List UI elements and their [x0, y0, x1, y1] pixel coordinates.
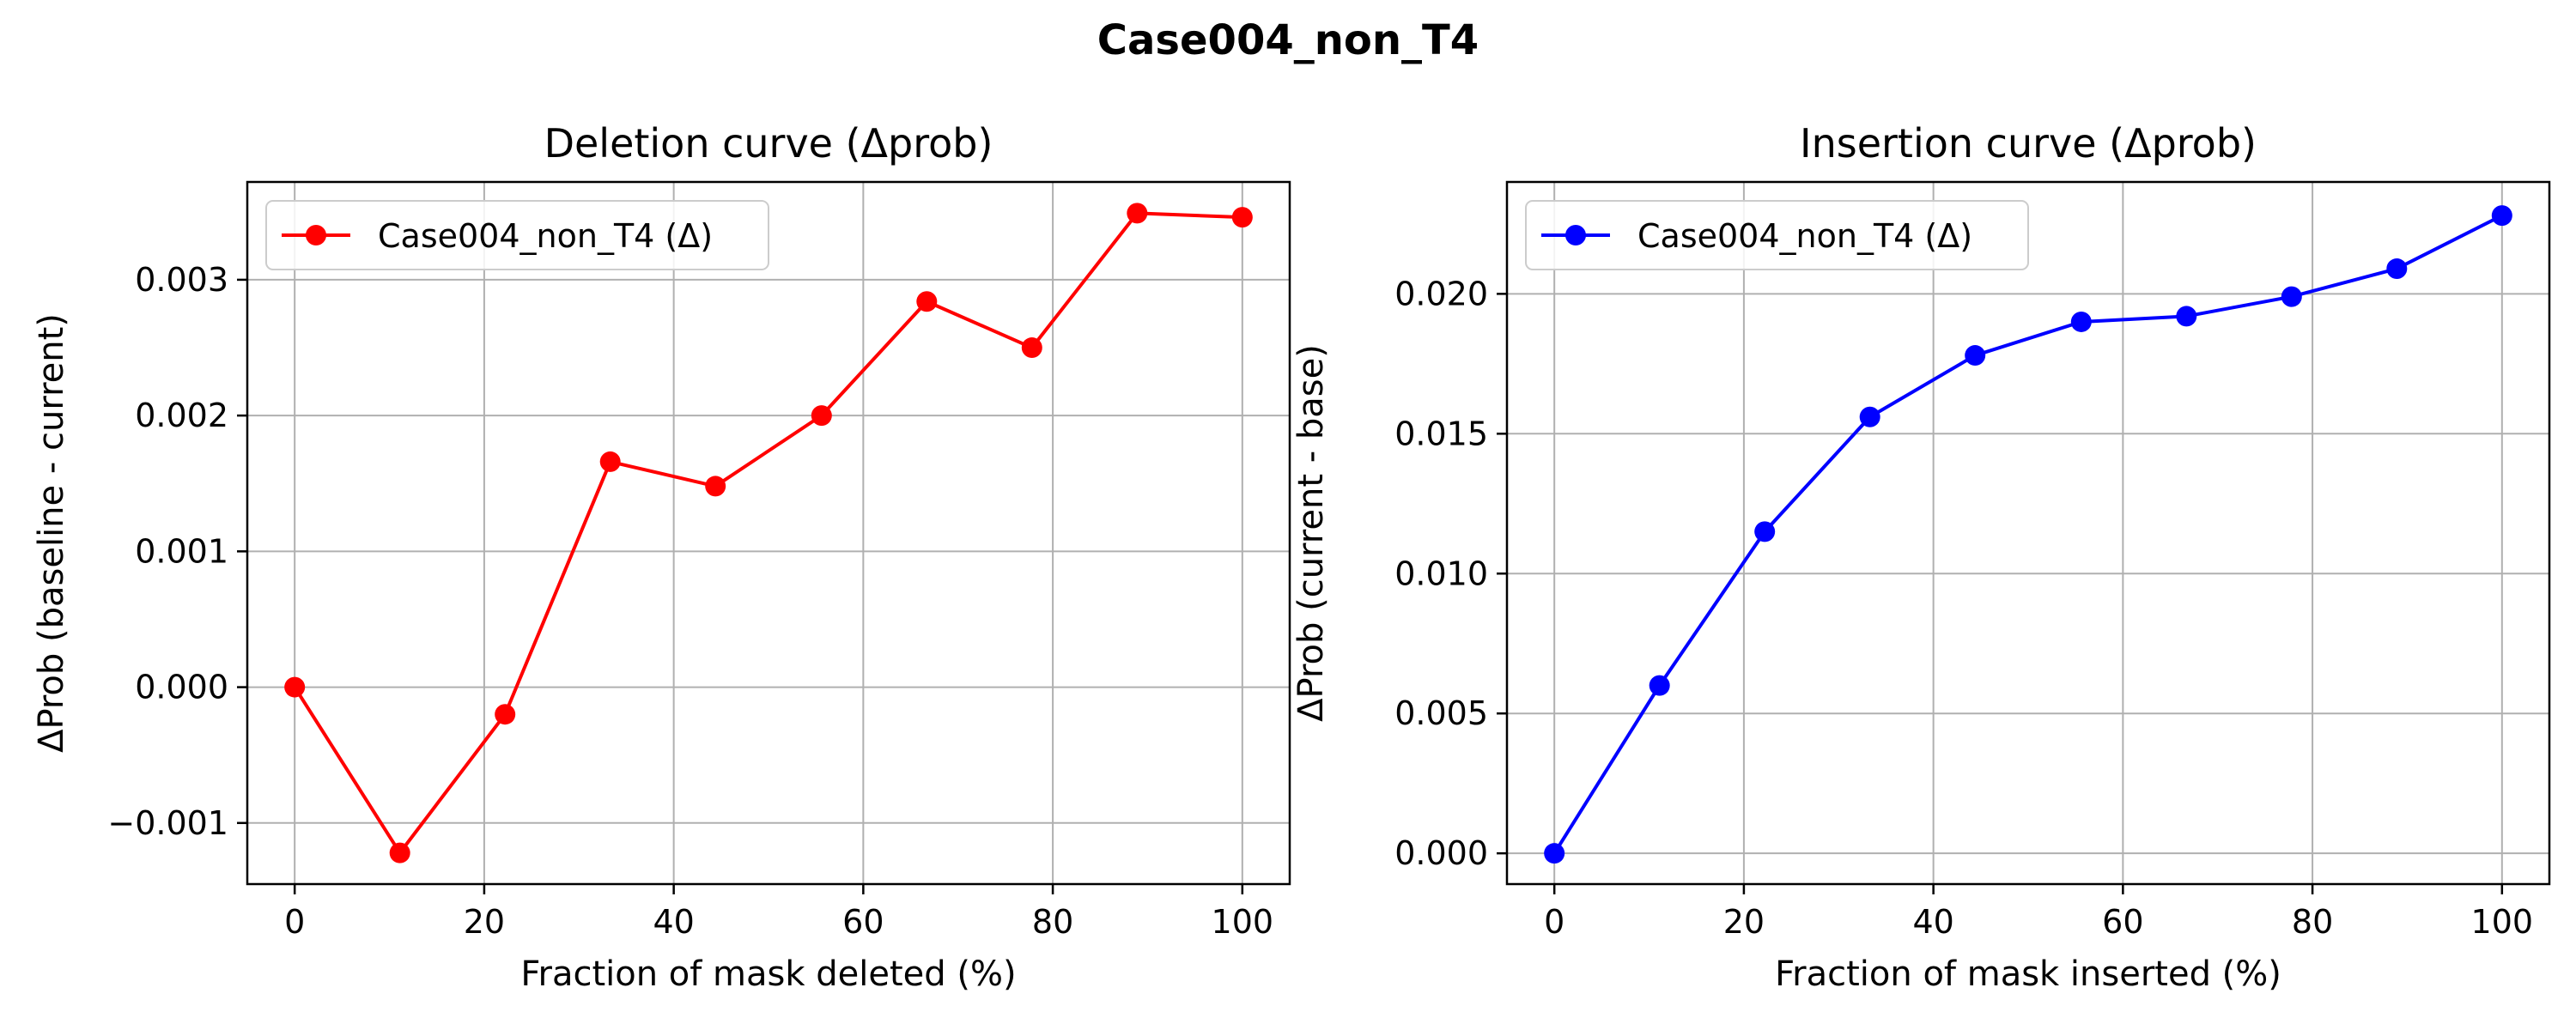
x-tick-label: 80 [1032, 903, 1073, 941]
figure-title: Case004_non_T4 [1097, 16, 1479, 64]
x-tick-label: 100 [1212, 903, 1274, 941]
data-point [1544, 843, 1565, 864]
legend-marker [1565, 225, 1586, 245]
data-point [1965, 345, 1986, 367]
data-point [599, 451, 621, 472]
data-point [705, 476, 726, 497]
data-point [2386, 258, 2408, 280]
x-tick-label: 0 [1544, 903, 1564, 941]
x-tick-label: 60 [842, 903, 884, 941]
y-tick-label: 0.005 [1394, 694, 1488, 732]
x-tick-label: 60 [2102, 903, 2143, 941]
insertion-chart: 0 20 40 60 80 100 0.000 0.005 0.010 0.015 0.020 Ins… [1291, 120, 2551, 994]
data-point [1127, 203, 1148, 224]
y-tick-label: 0.000 [1394, 834, 1488, 872]
x-tick-label: 40 [653, 903, 694, 941]
y-tick-label: 0.010 [1394, 554, 1488, 592]
y-tick-label: 0.015 [1394, 415, 1488, 452]
y-tick-label: 0.001 [135, 532, 228, 570]
deletion-chart: 0 20 40 60 80 100 −0.001 0.000 0.001 0.002 0.003 De… [32, 120, 1291, 994]
chart-title: Deletion curve (Δprob) [544, 120, 993, 167]
y-tick-label: 0.000 [135, 669, 228, 706]
data-point [1231, 207, 1253, 228]
data-point [916, 291, 938, 312]
data-point [2281, 286, 2302, 307]
x-axis-label: Fraction of mask inserted (%) [1775, 954, 2281, 994]
x-tick-label: 20 [464, 903, 505, 941]
y-tick-label: 0.002 [135, 397, 228, 434]
data-point [811, 405, 832, 427]
x-tick-label: 20 [1723, 903, 1765, 941]
x-tick-label: 100 [2471, 903, 2534, 941]
data-point [2176, 306, 2197, 327]
data-point [284, 676, 306, 698]
y-axis-label: ΔProb (current - base) [1291, 344, 1331, 722]
data-point [1754, 521, 1776, 542]
data-point [2491, 205, 2512, 227]
series-line [1552, 214, 2503, 855]
legend-label: Case004_non_T4 (Δ) [1637, 217, 1972, 255]
data-point [495, 704, 516, 725]
data-point [1021, 337, 1042, 359]
data-point [1859, 406, 1880, 427]
x-axis-label: Fraction of mask deleted (%) [520, 954, 1016, 994]
y-axis-label: ΔProb (baseline - current) [32, 313, 71, 753]
y-tick-label: −0.001 [107, 804, 228, 842]
x-tick-label: 80 [2292, 903, 2333, 941]
legend-box [1525, 200, 2029, 270]
data-point [1649, 675, 1670, 696]
chart-title: Insertion curve (Δprob) [1800, 120, 2257, 167]
y-tick-label: 0.003 [135, 261, 228, 299]
plot-frame [1505, 180, 2551, 886]
legend-label: Case004_non_T4 (Δ) [378, 217, 713, 255]
plot-frame [246, 180, 1291, 886]
legend-marker [306, 225, 326, 245]
x-tick-label: 40 [1912, 903, 1953, 941]
y-tick-label: 0.020 [1394, 275, 1488, 312]
legend-box [265, 200, 769, 270]
series-line [293, 211, 1242, 855]
x-tick-label: 0 [284, 903, 305, 941]
data-point [2070, 311, 2092, 332]
data-point [389, 842, 410, 863]
